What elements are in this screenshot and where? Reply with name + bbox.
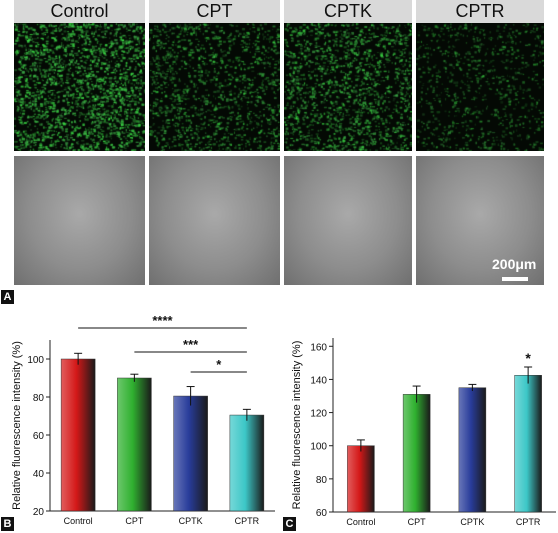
bar — [229, 414, 265, 512]
bar — [458, 387, 487, 513]
x-tick-label: CPT — [408, 517, 427, 527]
bar-chart-c: Relative fluorescence intensity (%) 60 80… — [291, 338, 556, 527]
column-header-cptk: CPTK — [284, 0, 412, 23]
fluorescence-image-cptk — [284, 23, 412, 151]
significance-label: * — [216, 357, 222, 372]
bar — [402, 394, 431, 513]
scale-bar-label: 200μm — [492, 256, 537, 272]
x-tick-label: Control — [64, 516, 93, 526]
bar-chart-b: Relative fluorescence intensity (%) 20 40… — [11, 313, 275, 526]
fluorescence-image-control — [14, 23, 145, 151]
x-tick-label: CPT — [125, 516, 144, 526]
scale-bar — [502, 277, 528, 281]
panel-label-b: B — [1, 517, 14, 531]
y-tick-label: 20 — [33, 507, 45, 518]
x-tick-label: CPTR — [235, 516, 260, 526]
x-tick-label: Control — [346, 517, 375, 527]
x-tick-label: CPTK — [460, 517, 484, 527]
significance-label: * — [525, 350, 531, 366]
significance-label: *** — [183, 337, 199, 352]
fluorescence-image-cptr — [416, 23, 544, 151]
bar — [117, 377, 152, 512]
bar — [347, 445, 375, 513]
bar — [514, 375, 542, 513]
y-axis-label: Relative fluorescence intensity (%) — [11, 341, 23, 510]
y-tick-label: 140 — [310, 375, 327, 386]
bar — [173, 395, 208, 512]
y-tick-label: 120 — [310, 409, 327, 420]
significance-label: **** — [152, 313, 173, 328]
y-axis-label: Relative fluorescence intensity (%) — [291, 341, 303, 510]
bar — [60, 358, 96, 512]
y-tick-label: 100 — [310, 442, 327, 453]
y-tick-label: 160 — [310, 342, 327, 353]
panel-label-c: C — [283, 517, 296, 531]
y-tick-label: 60 — [33, 431, 45, 442]
y-tick-label: 80 — [316, 475, 328, 486]
x-tick-label: CPTK — [179, 516, 203, 526]
column-header-cpt: CPT — [149, 0, 280, 23]
column-header-cptr: CPTR — [416, 0, 544, 23]
panel-label-a: A — [1, 290, 14, 304]
fluorescence-image-cpt — [149, 23, 280, 151]
brightfield-image-cptk — [284, 156, 412, 285]
y-tick-label: 40 — [33, 469, 45, 480]
column-header-control: Control — [14, 0, 145, 23]
brightfield-image-cptr: 200μm — [416, 156, 544, 285]
y-tick-label: 80 — [33, 393, 45, 404]
y-tick-label: 100 — [27, 355, 44, 366]
y-tick-label: 60 — [316, 508, 328, 519]
brightfield-image-control — [14, 156, 145, 285]
x-tick-label: CPTR — [516, 517, 541, 527]
brightfield-image-cpt — [149, 156, 280, 285]
